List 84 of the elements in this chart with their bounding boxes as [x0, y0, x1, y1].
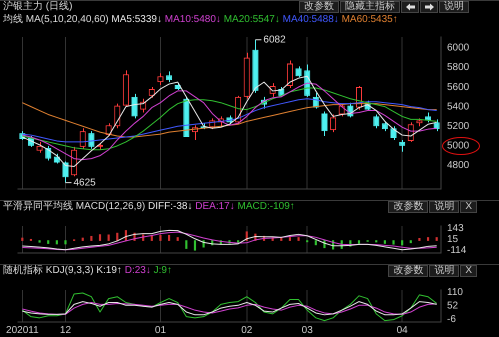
bar [185, 240, 188, 249]
bar [436, 237, 438, 241]
bar [288, 237, 292, 241]
text: MA20:5547↓ [224, 14, 281, 25]
candlestick [286, 60, 293, 88]
y-tick-label: 4800 [447, 160, 470, 172]
text: DIFF:-38↓ [148, 201, 194, 212]
y-tick-label: 143 [447, 223, 464, 234]
candlestick [166, 70, 172, 83]
text: 说明 [429, 265, 460, 277]
bar [297, 237, 300, 241]
bar [237, 240, 240, 243]
bar [176, 237, 179, 241]
bar [168, 234, 170, 241]
bar [384, 240, 386, 244]
candlestick [425, 112, 432, 123]
text: J:9↑ [154, 265, 172, 276]
text: 改参数 [299, 1, 339, 13]
text: 隐藏主指标 [340, 1, 400, 13]
x-tick-label: 02 [241, 324, 253, 336]
text: X [460, 265, 477, 277]
bar [64, 240, 67, 244]
candlestick [132, 93, 138, 119]
bar [47, 240, 50, 244]
bar [410, 240, 412, 244]
candlestick [80, 128, 86, 150]
y-tick-label: 5400 [447, 101, 470, 112]
x-tick-label: 03 [302, 324, 314, 336]
legend-title: 平滑异同平均线 MACD(12,26,9) [3, 201, 146, 212]
candlestick [157, 72, 164, 86]
text: X [460, 201, 477, 213]
y-tick-label: 5800 [447, 62, 470, 74]
y-tick-label: 6000 [447, 42, 470, 54]
candlestick [321, 111, 328, 137]
x-tick-label: 04 [396, 324, 408, 336]
y-tick-label: -6 [447, 314, 456, 325]
bar [392, 240, 395, 245]
bar [314, 240, 317, 246]
annotation: 6082 [263, 34, 286, 46]
bar [82, 238, 84, 241]
candlestick [330, 114, 336, 133]
chart-title: 沪银主力 (日线) [3, 1, 72, 13]
bar [418, 238, 420, 241]
bar [159, 234, 162, 241]
legend-title: 均线 MA(5,10,20,40,60) [3, 14, 110, 25]
bar [108, 234, 110, 241]
y-tick-label: 110 [447, 287, 464, 298]
candlestick [399, 139, 406, 152]
legend-title: 随机指标 KDJ(9,3,3) [3, 265, 95, 276]
bar [98, 234, 102, 241]
text: 说明 [439, 1, 469, 13]
bar [90, 236, 92, 241]
text: MA5:5339↓ [111, 14, 163, 25]
annotation: 4625 [73, 177, 96, 188]
bar [116, 232, 118, 241]
y-tick-label: 15 [447, 234, 459, 246]
text: MACD:-109↑ [238, 201, 295, 212]
y-tick-label: 5000 [447, 140, 470, 152]
bar [401, 240, 404, 246]
bar [194, 240, 196, 251]
text: D:23↓ [124, 265, 152, 276]
text: DEA:17↓ [195, 201, 236, 212]
text: 改参数 [388, 265, 428, 277]
text: K:19↑ [96, 265, 123, 276]
candlestick [36, 141, 43, 154]
y-tick-label: 5600 [447, 82, 470, 93]
candlestick [71, 146, 78, 177]
bar [358, 240, 360, 244]
candlestick [88, 130, 94, 150]
text: MA60:5435↑ [342, 14, 398, 25]
text: MA40:5488↓ [282, 14, 340, 25]
bar [21, 238, 24, 241]
text: 说明 [429, 201, 460, 213]
bar [56, 240, 58, 244]
x-tick-label: 12 [60, 324, 72, 336]
y-tick-label: 52 [447, 300, 459, 312]
y-tick-label: 5200 [447, 120, 470, 132]
x-tick-label: 202011 [6, 324, 40, 336]
text: MA10:5480↓ [164, 14, 222, 25]
y-tick-label: -114 [447, 245, 467, 256]
bar [426, 237, 430, 241]
bar [38, 240, 41, 243]
text: 改参数 [388, 201, 428, 213]
x-tick-label: 01 [154, 324, 166, 336]
